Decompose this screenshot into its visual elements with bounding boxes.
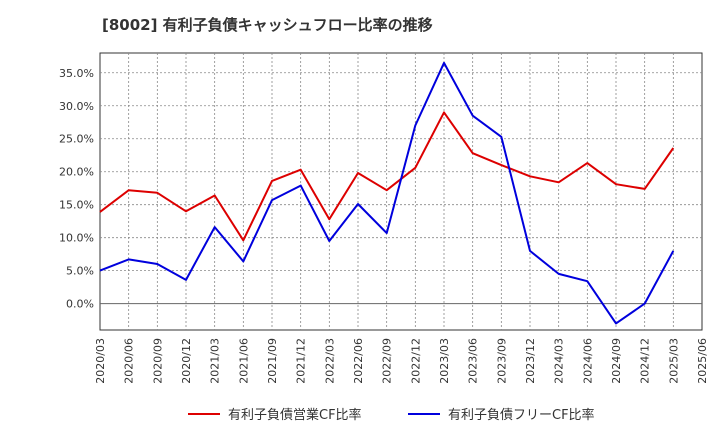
legend-label-2: 有利子負債フリーCF比率 [448, 407, 595, 423]
x-tick-label: 2021/12 [295, 338, 308, 384]
legend: 有利子負債営業CF比率 有利子負債フリーCF比率 [188, 407, 595, 423]
x-tick-label: 2021/06 [237, 338, 250, 384]
y-tick-label: 5.0% [66, 265, 94, 278]
series-lines [99, 61, 675, 325]
x-tick-label: 2022/09 [381, 338, 394, 384]
x-axis-ticks: 2020/03 2020/06 2020/09 2020/12 2021/03 2021/… [94, 338, 709, 384]
plot-area [99, 52, 703, 331]
y-tick-label: 30.0% [59, 100, 94, 113]
x-tick-label: 2025/03 [667, 338, 680, 384]
x-tick-label: 2025/06 [696, 338, 709, 384]
x-tick-label: 2024/06 [581, 338, 594, 384]
chart-title: [8002] 有利子負債キャッシュフロー比率の推移 [102, 16, 433, 34]
y-tick-label: 15.0% [59, 199, 94, 212]
x-tick-label: 2023/06 [467, 338, 480, 384]
x-tick-label: 2020/06 [123, 338, 136, 384]
y-tick-label: 35.0% [59, 67, 94, 80]
y-tick-label: 25.0% [59, 133, 94, 146]
x-tick-label: 2023/12 [524, 338, 537, 384]
y-tick-label: 20.0% [59, 166, 94, 179]
x-tick-label: 2024/12 [639, 338, 652, 384]
x-tick-label: 2022/03 [323, 338, 336, 384]
series-line-2 [99, 61, 675, 325]
x-tick-label: 2023/03 [438, 338, 451, 384]
x-tick-label: 2021/09 [266, 338, 279, 384]
legend-label-1: 有利子負債営業CF比率 [228, 407, 362, 423]
series-line-1 [99, 111, 675, 242]
x-tick-label: 2020/09 [151, 338, 164, 384]
x-tick-label: 2023/09 [495, 338, 508, 384]
x-tick-label: 2020/12 [180, 338, 193, 384]
x-tick-label: 2022/12 [409, 338, 422, 384]
x-tick-label: 2021/03 [209, 338, 222, 384]
y-tick-label: 0.0% [66, 298, 94, 311]
x-tick-label: 2024/03 [553, 338, 566, 384]
x-tick-label: 2022/06 [352, 338, 365, 384]
x-tick-label: 2024/09 [610, 338, 623, 384]
x-tick-label: 2020/03 [94, 338, 107, 384]
y-tick-label: 10.0% [59, 232, 94, 245]
y-axis-ticks: 0.0% 5.0% 10.0% 15.0% 20.0% 25.0% 30.0% 35.0% [59, 67, 94, 311]
